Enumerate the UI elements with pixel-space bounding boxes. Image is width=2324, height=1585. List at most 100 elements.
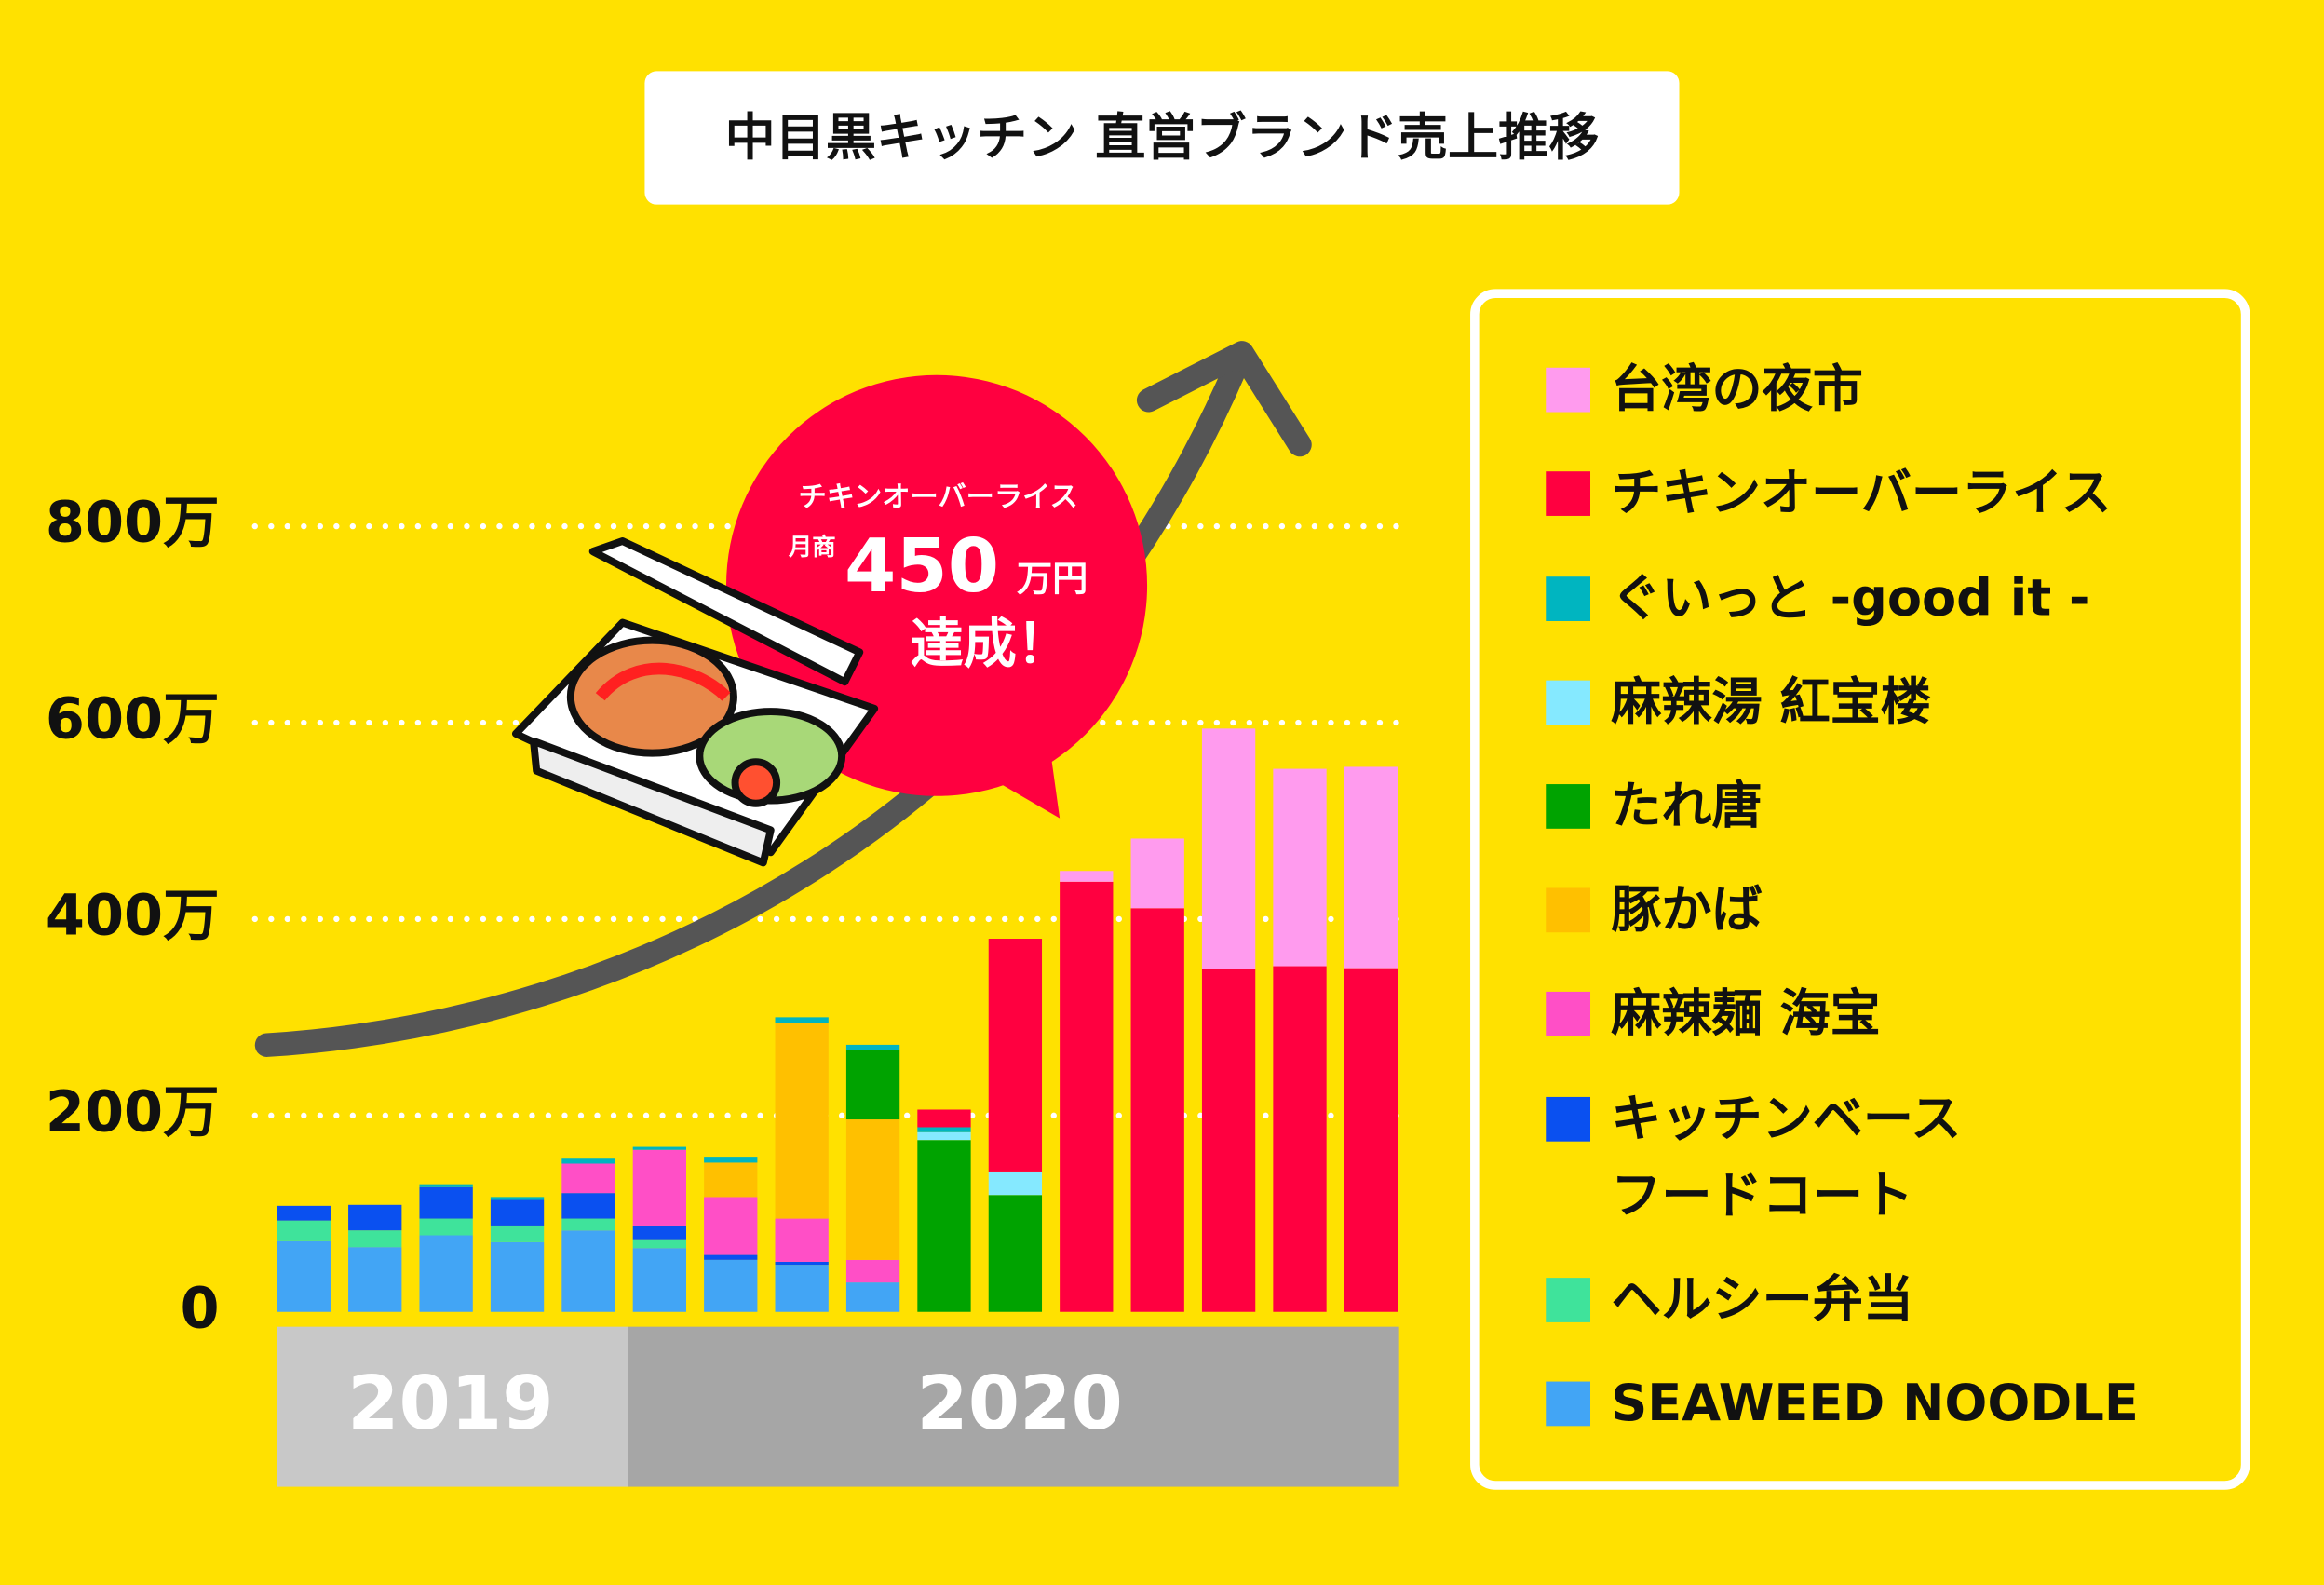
bar-segment bbox=[917, 1127, 971, 1132]
legend-item: たれ唐 bbox=[1546, 768, 1763, 846]
legend-label: ヘルシー弁当 bbox=[1611, 1270, 1914, 1330]
bar-segment bbox=[845, 1259, 900, 1283]
bar-segment bbox=[704, 1157, 758, 1163]
legend-label: 豚かば bbox=[1611, 880, 1763, 941]
year-band bbox=[628, 1326, 1399, 1487]
bar-segment bbox=[917, 1131, 971, 1141]
bar-segment bbox=[277, 1220, 331, 1241]
bar-segment bbox=[419, 1186, 473, 1219]
bar-segment bbox=[348, 1230, 402, 1248]
legend-swatch bbox=[1546, 1096, 1591, 1142]
legend-label: SEAWEED NOODLE bbox=[1611, 1374, 2139, 1434]
chart-title: 中目黒キッチン 直営ブランド売上推移 bbox=[725, 108, 1600, 167]
bar-segment bbox=[775, 1261, 829, 1266]
legend-swatch bbox=[1546, 471, 1591, 516]
bar-segment bbox=[775, 1017, 829, 1023]
bar-segment bbox=[704, 1254, 758, 1260]
legend-label: 麻辣湯 紅宝楼 bbox=[1611, 672, 1931, 733]
legend-item: SEAWEED NOODLE bbox=[1546, 1365, 2139, 1443]
legend-swatch bbox=[1546, 1278, 1591, 1322]
legend-label: 麻辣麺 海宝 bbox=[1611, 983, 1881, 1044]
bar-segment bbox=[1273, 768, 1327, 967]
bar-segment bbox=[988, 1195, 1043, 1312]
bar-segment bbox=[561, 1218, 615, 1231]
legend-swatch bbox=[1546, 784, 1591, 829]
bar-segment bbox=[561, 1230, 615, 1312]
bar-segment bbox=[490, 1225, 545, 1242]
bar-segment bbox=[1060, 881, 1114, 1312]
legend-item: 麻辣湯 紅宝楼 bbox=[1546, 664, 1931, 741]
legend-swatch bbox=[1546, 887, 1591, 933]
bar-segment bbox=[277, 1240, 331, 1312]
callout-text: 達成！ bbox=[910, 613, 1070, 675]
bar-segment bbox=[348, 1204, 402, 1231]
bar-segment bbox=[1344, 766, 1398, 969]
bar-segment bbox=[490, 1197, 545, 1200]
legend-item: ぐいっと -good it - bbox=[1546, 561, 2090, 638]
bar-segment bbox=[1130, 908, 1184, 1312]
legend-label: ぐいっと -good it - bbox=[1611, 569, 2090, 629]
trend-arrowhead bbox=[1136, 341, 1312, 457]
callout-brand: チキンオーバーライス bbox=[798, 481, 1077, 513]
callout: チキンオーバーライス 月商 450 万円 達成！ bbox=[725, 374, 1148, 819]
legend-item: 麻辣麺 海宝 bbox=[1546, 975, 1881, 1052]
bar-segment bbox=[704, 1197, 758, 1255]
bar-segment bbox=[632, 1146, 687, 1150]
bar-segment bbox=[490, 1199, 545, 1226]
bar-segment bbox=[845, 1050, 900, 1120]
y-tick-label: 400万 bbox=[46, 884, 220, 949]
bar-segment bbox=[845, 1044, 900, 1050]
bar-segment bbox=[704, 1259, 758, 1312]
y-tick-label: 200万 bbox=[46, 1079, 220, 1145]
legend-item: ヘルシー弁当 bbox=[1546, 1262, 1913, 1339]
callout-tail bbox=[978, 711, 1061, 819]
bar-segment bbox=[490, 1241, 545, 1312]
bar-segment bbox=[1344, 968, 1398, 1312]
legend-label: チキンオーバーライス bbox=[1611, 464, 2112, 523]
bar-segment bbox=[632, 1248, 687, 1312]
legend-label: 台湾の夜市 bbox=[1611, 359, 1863, 420]
legend-item: チキンオーバーライス bbox=[1546, 455, 2112, 533]
callout-prefix: 月商 bbox=[788, 534, 836, 562]
legend-item: 台湾の夜市 bbox=[1546, 351, 1863, 428]
bar-segment bbox=[845, 1119, 900, 1260]
year-label: 2019 bbox=[347, 1360, 553, 1446]
bar-segment bbox=[632, 1225, 687, 1240]
bar-segment bbox=[561, 1163, 615, 1194]
legend-box bbox=[1470, 289, 2250, 1490]
bar-segment bbox=[917, 1140, 971, 1312]
bar-segment bbox=[561, 1193, 615, 1219]
bar-segment bbox=[988, 1171, 1043, 1196]
bar-segment bbox=[561, 1158, 615, 1164]
bar-segment bbox=[277, 1205, 331, 1221]
bar-segment bbox=[632, 1149, 687, 1226]
year-label: 2020 bbox=[916, 1360, 1122, 1446]
bar-segment bbox=[1130, 838, 1184, 909]
bar-segment bbox=[775, 1265, 829, 1312]
bar-segment bbox=[348, 1247, 402, 1312]
bar-segment bbox=[1201, 728, 1256, 969]
bar-segment bbox=[775, 1218, 829, 1262]
legend-label: たれ唐 bbox=[1611, 777, 1763, 836]
legend-item: キッチンベース フードコート bbox=[1546, 1080, 1961, 1235]
bar-segment bbox=[1273, 966, 1327, 1312]
legend-swatch bbox=[1546, 1381, 1591, 1427]
bar-segment bbox=[704, 1162, 758, 1198]
y-tick-label: 0 bbox=[181, 1276, 220, 1341]
food-illustration bbox=[511, 537, 879, 867]
title-box bbox=[644, 71, 1680, 205]
callout-amount: 450 bbox=[844, 522, 999, 609]
y-tick-label: 800万 bbox=[46, 491, 220, 556]
y-tick-label: 600万 bbox=[46, 687, 220, 752]
legend-label: キッチンベース フードコート bbox=[1611, 1089, 1962, 1226]
legend-swatch bbox=[1546, 367, 1591, 413]
bar-segment bbox=[632, 1239, 687, 1249]
bar-segment bbox=[1201, 969, 1256, 1312]
legend-swatch bbox=[1546, 991, 1591, 1036]
legend-swatch bbox=[1546, 680, 1591, 725]
bar-segment bbox=[419, 1218, 473, 1236]
callout-unit: 万円 bbox=[1017, 559, 1088, 600]
year-band bbox=[277, 1326, 628, 1487]
